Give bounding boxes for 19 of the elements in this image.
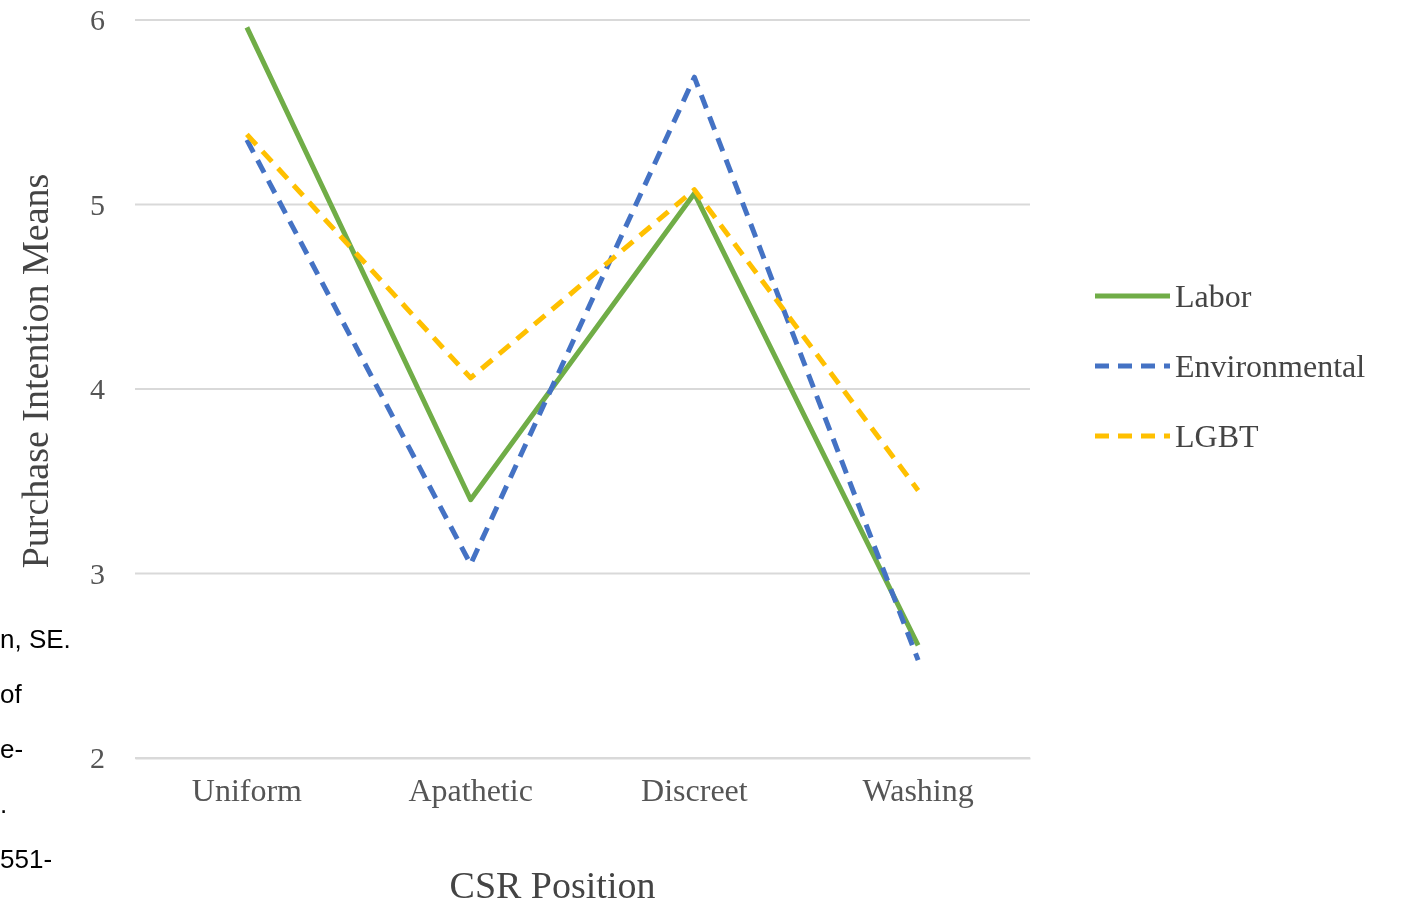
y-tick-label: 5 <box>90 187 105 221</box>
text: of <box>0 679 23 709</box>
y-axis-title: Purchase Intention Means <box>14 173 56 569</box>
x-tick-label: Apathetic <box>408 771 533 808</box>
y-tick-label: 4 <box>90 372 105 406</box>
legend-label: Environmental <box>1175 348 1366 384</box>
text: . <box>0 789 8 819</box>
x-axis-title: CSR Position <box>449 864 656 904</box>
x-tick-label: Discreet <box>641 771 748 808</box>
legend-label: Labor <box>1175 278 1252 314</box>
text: n, SE. <box>0 624 71 654</box>
text: 551- <box>0 844 53 874</box>
x-tick-label: Uniform <box>191 771 303 808</box>
text: e- <box>0 734 24 764</box>
y-tick-label: 6 <box>90 3 105 37</box>
y-tick-label: 2 <box>90 741 105 775</box>
legend-label: LGBT <box>1175 418 1259 454</box>
x-tick-label: Washing <box>862 771 974 808</box>
y-tick-label: 3 <box>90 556 105 590</box>
